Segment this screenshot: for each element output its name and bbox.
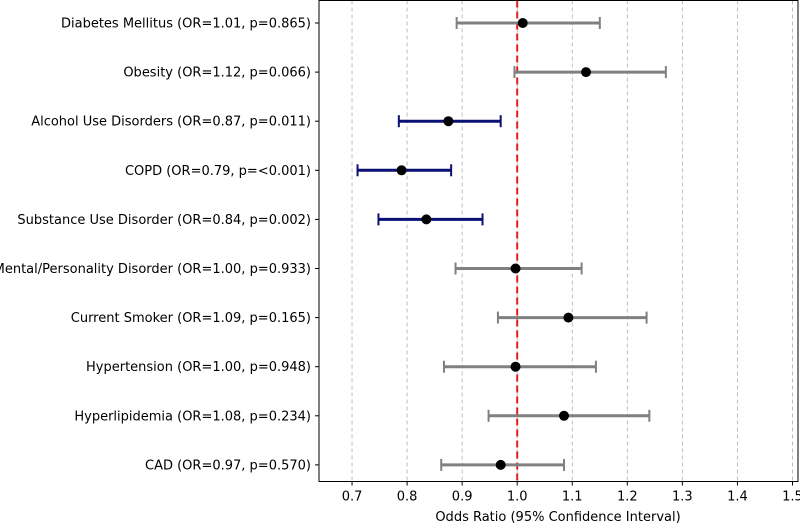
x-tick-label: 0.9 bbox=[452, 490, 473, 505]
x-axis-label: Odds Ratio (95% Confidence Interval) bbox=[435, 510, 680, 525]
forest-row bbox=[496, 311, 648, 324]
forest-row bbox=[440, 458, 566, 471]
y-tick-label: COPD (OR=0.79, p=<0.001) bbox=[125, 164, 311, 179]
or-point bbox=[563, 312, 574, 323]
forest-row bbox=[356, 164, 453, 177]
forest-row bbox=[454, 262, 583, 275]
x-tick-label: 0.7 bbox=[342, 490, 363, 505]
y-tick-label: Substance Use Disorder (OR=0.84, p=0.002… bbox=[17, 213, 311, 228]
y-tick-label: Hypertension (OR=1.00, p=0.948) bbox=[86, 360, 311, 375]
or-point bbox=[443, 116, 454, 127]
y-tick-label: Alcohol Use Disorders (OR=0.87, p=0.011) bbox=[31, 115, 311, 130]
or-point bbox=[510, 361, 521, 372]
y-tick-label: Diabetes Mellitus (OR=1.01, p=0.865) bbox=[61, 17, 311, 32]
x-tick-label: 1.4 bbox=[727, 490, 748, 505]
x-tick-label: 1.5 bbox=[782, 490, 800, 505]
or-point bbox=[510, 263, 521, 274]
y-tick-label: Current Smoker (OR=1.09, p=0.165) bbox=[71, 311, 311, 326]
y-tick-label: Mental/Personality Disorder (OR=1.00, p=… bbox=[0, 262, 311, 277]
forest-row bbox=[397, 115, 502, 128]
forest-row bbox=[455, 17, 601, 29]
or-point bbox=[559, 410, 570, 421]
or-point bbox=[581, 67, 592, 78]
forest-row bbox=[377, 213, 484, 226]
forest-row bbox=[513, 66, 667, 79]
y-axis-labels: Diabetes Mellitus (OR=1.01, p=0.865) Obes… bbox=[0, 17, 319, 473]
y-tick-label: Hyperlipidemia (OR=1.08, p=0.234) bbox=[74, 409, 311, 424]
or-point bbox=[421, 214, 432, 225]
or-point bbox=[495, 459, 506, 470]
x-tick-label: 1.3 bbox=[672, 490, 693, 505]
plot-area-frame bbox=[318, 0, 799, 482]
x-tick-label: 0.8 bbox=[397, 490, 418, 505]
y-tick-label: Obesity (OR=1.12, p=0.066) bbox=[123, 66, 311, 81]
x-tick-label: 1.2 bbox=[617, 490, 638, 505]
x-tick-label: 1.0 bbox=[507, 490, 528, 505]
data-series bbox=[356, 17, 667, 471]
x-axis-ticks: 0.7 0.8 0.9 1.0 1.1 1.2 1.3 1.4 1.5 bbox=[342, 481, 800, 505]
x-tick-label: 1.1 bbox=[562, 490, 583, 505]
forest-row bbox=[442, 360, 597, 373]
or-point bbox=[396, 165, 407, 176]
y-tick-label: CAD (OR=0.97, p=0.570) bbox=[145, 458, 311, 473]
forest-row bbox=[487, 409, 651, 422]
or-point bbox=[517, 18, 528, 28]
